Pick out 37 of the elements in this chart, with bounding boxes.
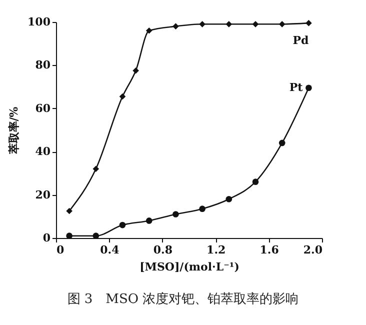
point <box>278 21 286 28</box>
y-axis-title: 萃取率/% <box>8 106 21 156</box>
point <box>199 21 206 28</box>
caption: 图 3 MSO 浓度对钯、铂萃取率的影响 <box>66 291 300 308</box>
y-tick-label: 20 <box>35 188 51 202</box>
point <box>226 21 232 28</box>
point <box>132 67 139 74</box>
point <box>92 166 100 172</box>
point <box>119 93 126 100</box>
y-tick-label: 80 <box>35 58 51 72</box>
x-axis-title: [MSO]/(mol·L⁻¹) <box>140 260 240 274</box>
y-tick-label: 100 <box>28 16 51 28</box>
series-label: Pt <box>289 80 304 94</box>
point <box>278 140 286 146</box>
y-tick-label: 60 <box>35 102 51 115</box>
point <box>146 27 152 34</box>
point <box>66 208 72 214</box>
point <box>252 178 259 185</box>
x-tick-label: 0 <box>56 244 64 256</box>
point <box>92 232 100 239</box>
point <box>306 20 312 26</box>
y-tick-label: 0 <box>42 232 51 244</box>
point <box>226 196 232 202</box>
point <box>306 84 312 92</box>
x-tick-label: 2.0 <box>303 244 323 256</box>
point <box>172 23 179 30</box>
x-tick-label: 1.6 <box>260 244 280 256</box>
x-tick-label: 0.8 <box>153 244 173 256</box>
point <box>119 222 126 228</box>
point <box>252 21 259 28</box>
point <box>199 206 206 212</box>
x-tick-label: 1.2 <box>206 244 226 256</box>
point <box>146 218 152 224</box>
y-tick-label: 40 <box>35 145 51 158</box>
x-tick-label: 0.4 <box>100 244 120 256</box>
series-label: Pd <box>292 34 310 48</box>
point <box>172 211 179 218</box>
